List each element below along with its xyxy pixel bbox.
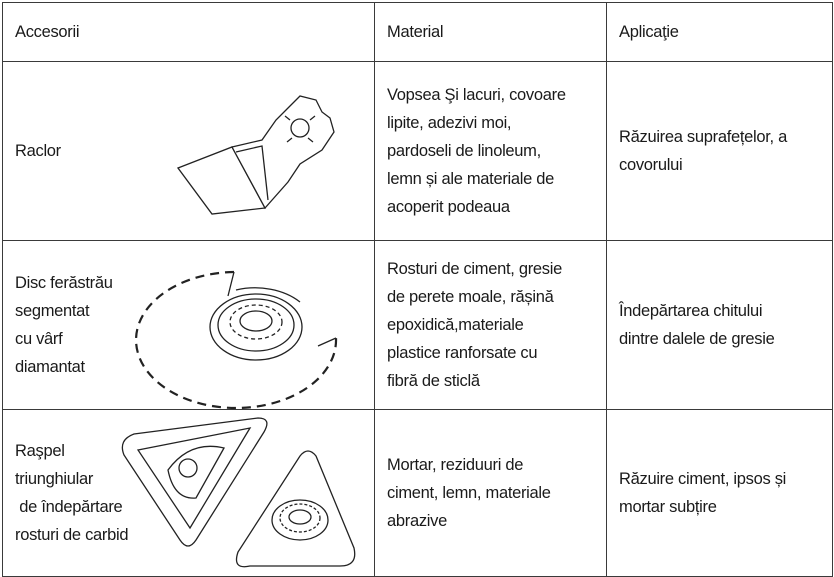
cell-line: plastice ranforsate cu xyxy=(387,344,538,362)
table-cell: Răzuirea suprafețelor, a covorului xyxy=(606,61,833,241)
cell-line: Raclor xyxy=(15,142,61,160)
cell-line: Disc ferăstrău xyxy=(15,274,113,292)
cell-line: diamantat xyxy=(15,358,85,376)
cell-line: lipite, adezivi moi, xyxy=(387,114,512,132)
cell-line: pardoseli de linoleum, xyxy=(387,142,541,160)
cell-line: triunghiular xyxy=(15,470,94,488)
header-cell: Material xyxy=(374,2,607,62)
cell-line: fibră de sticlă xyxy=(387,372,480,390)
cell-line: abrazive xyxy=(387,512,447,530)
cell-line: Raşpel xyxy=(15,442,65,460)
table-cell: Îndepărtarea chitului dintre dalele de gr… xyxy=(606,240,833,410)
table-cell: Raclor xyxy=(2,61,375,241)
cell-line: rosturi de carbid xyxy=(15,526,129,544)
cell-line: Rosturi de ciment, gresie xyxy=(387,260,562,278)
cell-line: lemn și ale materiale de xyxy=(387,170,555,188)
cell-line: mortar subțire xyxy=(619,498,717,516)
cell-line: de îndepărtare xyxy=(15,498,123,516)
header-cell: Aplicaţie xyxy=(606,2,833,62)
cell-line: dintre dalele de gresie xyxy=(619,330,775,348)
cell-line: cu vârf xyxy=(15,330,63,348)
table-row: Raclor Vopsea Şi lacuri, covoare lipite, a… xyxy=(2,61,833,241)
table-cell: Raşpel triunghiular de îndepărtare rosturi… xyxy=(2,409,375,577)
table-row: Raşpel triunghiular de îndepărtare rosturi… xyxy=(2,409,833,577)
cell-line: epoxidică,materiale xyxy=(387,316,524,334)
cell-line: de perete moale, rășină xyxy=(387,288,554,306)
table-cell: Mortar, reziduuri de ciment, lemn, materi… xyxy=(374,409,607,577)
table-cell: Vopsea Şi lacuri, covoare lipite, adezivi… xyxy=(374,61,607,241)
cell-line: acoperit podeaua xyxy=(387,198,510,216)
cell-line: Mortar, reziduuri de xyxy=(387,456,524,474)
header-cell: Accesorii xyxy=(2,2,375,62)
table-cell: Răzuire ciment, ipsos și mortar subțire xyxy=(606,409,833,577)
cell-line: ciment, lemn, materiale xyxy=(387,484,551,502)
cell-line: Vopsea Şi lacuri, covoare xyxy=(387,86,566,104)
cell-line: Răzuire ciment, ipsos și xyxy=(619,470,787,488)
cell-line: segmentat xyxy=(15,302,90,320)
table-cell: Disc ferăstrău segmentat cu vârf diamantat xyxy=(2,240,375,410)
cell-line: Răzuirea suprafețelor, a xyxy=(619,128,787,146)
table-cell: Rosturi de ciment, gresie de perete moale… xyxy=(374,240,607,410)
header-row: Accesorii Material Aplicaţie xyxy=(2,2,833,62)
table-row: Disc ferăstrău segmentat cu vârf diamantat R… xyxy=(2,240,833,410)
cell-line: Îndepărtarea chitului xyxy=(619,302,763,320)
cell-line: covorului xyxy=(619,156,683,174)
